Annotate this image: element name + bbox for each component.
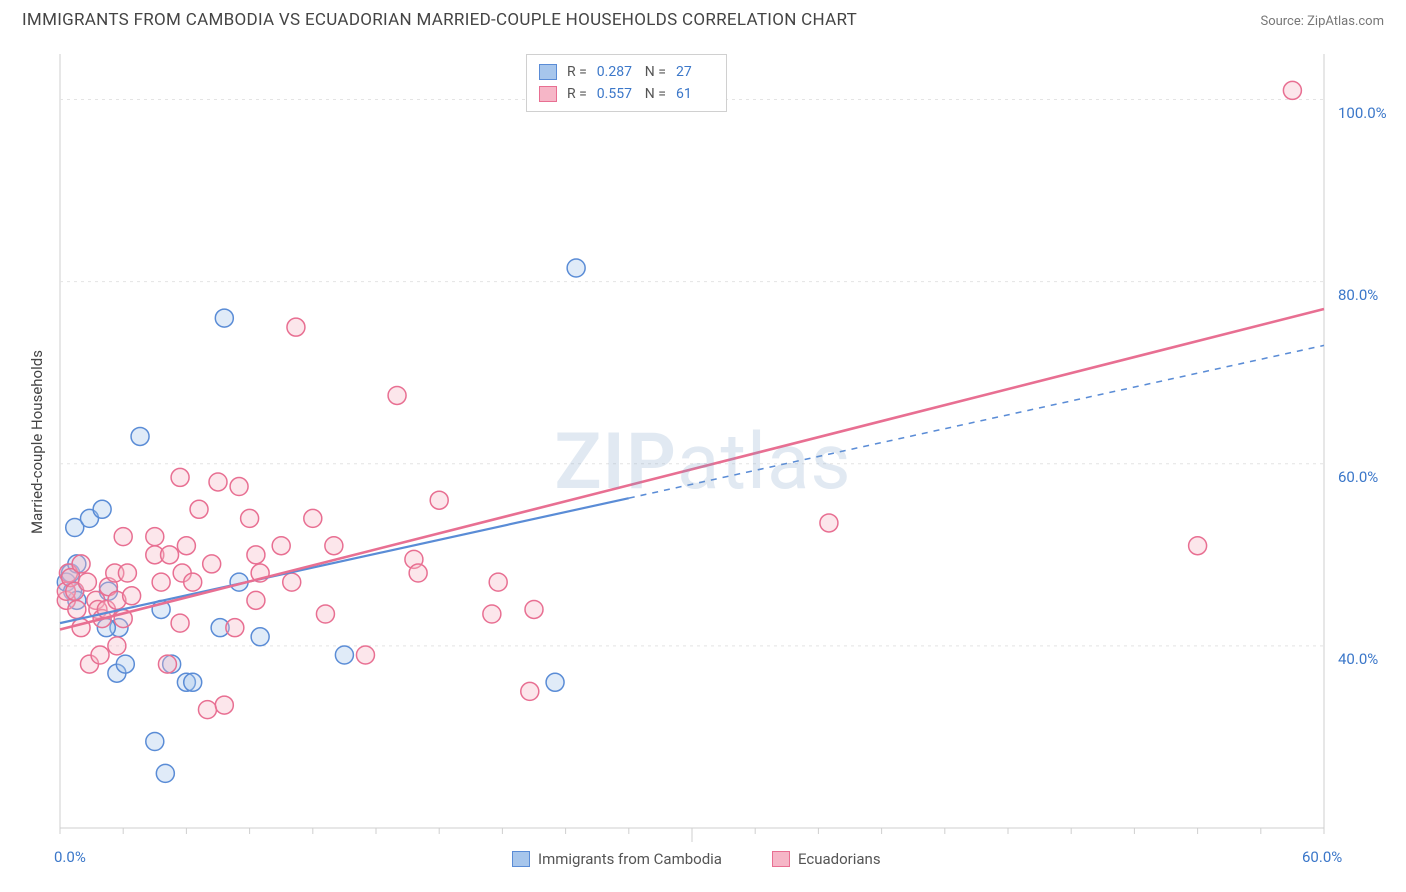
legend-r-label: R = [567, 83, 587, 105]
legend-swatch [512, 851, 530, 867]
y-tick-label: 60.0% [1338, 468, 1378, 486]
y-tick-label: 40.0% [1338, 650, 1378, 668]
legend-n-label: N = [645, 83, 666, 105]
legend-r-value: 0.287 [597, 61, 635, 83]
y-axis-label: Married-couple Households [28, 350, 46, 534]
legend-series-item: Ecuadorians [772, 850, 881, 868]
legend-stat-row: R = 0.557 N = 61 [539, 83, 714, 105]
legend-series-item: Immigrants from Cambodia [512, 850, 722, 868]
y-tick-label: 100.0% [1338, 104, 1387, 122]
legend-swatch [772, 851, 790, 867]
source-label: Source: ZipAtlas.com [1260, 14, 1384, 29]
chart-area: ZIPatlas R =0.287N =27R =0.557N =61 Marr… [0, 42, 1406, 892]
legend-correlation-stats: R = 0.287 N = 27 R = 0.557 N = 61 [526, 54, 727, 112]
legend-n-label: N = [645, 61, 666, 83]
legend-swatch [539, 86, 557, 102]
legend-series: Immigrants from Cambodia Ecuadorians [512, 850, 881, 868]
legend-stat-row: R = 0.287 N = 27 [539, 61, 714, 83]
legend-r-value: 0.557 [597, 83, 635, 105]
chart-title: IMMIGRANTS FROM CAMBODIA VS ECUADORIAN M… [22, 10, 857, 30]
legend-series-label: Ecuadorians [798, 850, 881, 868]
legend-n-value: 27 [676, 61, 714, 83]
source-prefix: Source: [1260, 14, 1307, 29]
x-tick-label: 0.0% [54, 848, 86, 866]
x-tick-label: 60.0% [1302, 848, 1342, 866]
legend-r-label: R = [567, 61, 587, 83]
legend-n-value: 61 [676, 83, 714, 105]
legend-series-label: Immigrants from Cambodia [538, 850, 722, 868]
title-bar: IMMIGRANTS FROM CAMBODIA VS ECUADORIAN M… [0, 0, 1406, 34]
scatter-chart-svg [0, 42, 1406, 892]
y-tick-label: 80.0% [1338, 286, 1378, 304]
legend-swatch [539, 64, 557, 80]
source-value: ZipAtlas.com [1307, 14, 1384, 29]
